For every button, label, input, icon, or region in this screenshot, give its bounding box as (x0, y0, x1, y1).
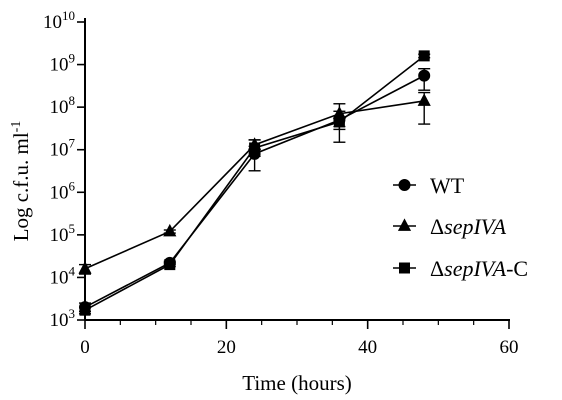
legend-label: WT (430, 173, 465, 198)
x-tick-label: 20 (217, 337, 236, 358)
legend-marker-square (399, 262, 410, 274)
y-tick-label: 103 (50, 306, 76, 331)
data-point-triangle (163, 223, 177, 237)
y-tick-label: 104 (50, 263, 76, 288)
data-point-square (79, 304, 91, 316)
series-line (84, 55, 425, 311)
legend-label: ΔsepIVA-C (430, 256, 528, 281)
legend-label: ΔsepIVA (430, 214, 507, 239)
legend-entry: ΔsepIVA-C (393, 256, 528, 281)
y-tick-label: 109 (50, 51, 76, 76)
legend-marker-circle (398, 179, 411, 191)
series-layer (78, 50, 431, 316)
x-tick-label: 60 (500, 337, 519, 358)
data-point-triangle (417, 93, 431, 106)
axes: 103 104 105 106 107 108 109 1010 0 20 40 60 Time (ho… (9, 8, 519, 395)
y-tick-label: 107 (50, 136, 76, 161)
legend-marker-triangle (397, 218, 412, 231)
data-point-square (164, 259, 176, 271)
series-circle (79, 67, 431, 314)
series-line (84, 74, 425, 308)
y-tick-label: 108 (50, 93, 76, 118)
x-tick-label: 0 (80, 337, 90, 358)
x-tick-label: 40 (358, 337, 377, 358)
series-line (84, 100, 425, 270)
y-tick-label: 1010 (43, 8, 75, 33)
legend-entry: WT (393, 173, 465, 198)
y-axis-title: Log c.f.u. ml-1 (9, 121, 33, 242)
data-point-square (333, 116, 345, 128)
data-point-triangle (78, 261, 92, 274)
data-point-square (418, 50, 430, 62)
x-axis-title: Time (hours) (242, 371, 351, 395)
legend: WT ΔsepIVA ΔsepIVA-C (393, 173, 528, 281)
series-triangle (78, 91, 431, 275)
y-tick-label: 105 (50, 221, 76, 246)
data-point-square (249, 142, 261, 154)
legend-entry: ΔsepIVA (393, 214, 507, 239)
series-square (79, 50, 431, 316)
y-tick-label: 106 (50, 178, 76, 203)
data-point-circle (418, 69, 431, 82)
